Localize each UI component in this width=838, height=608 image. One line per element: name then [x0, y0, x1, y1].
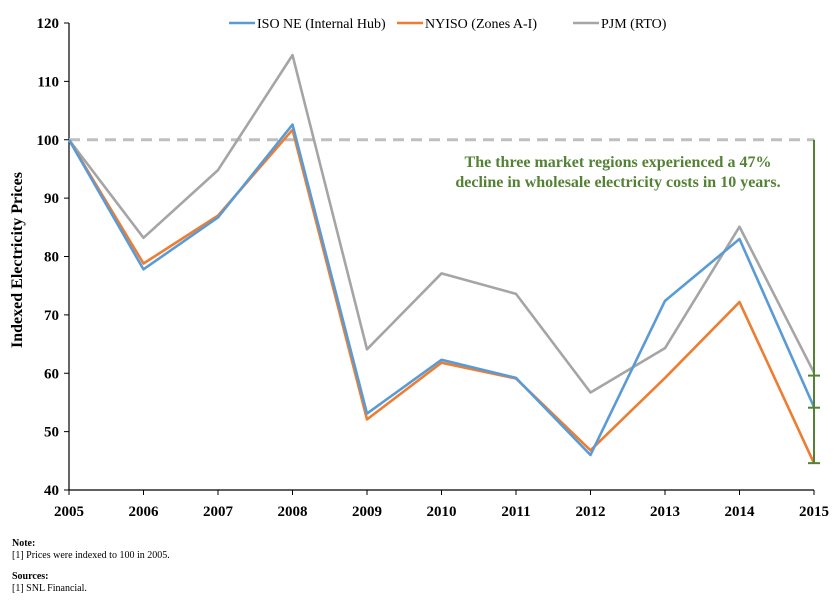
legend-label: PJM (RTO)	[601, 17, 667, 32]
x-tick-label: 2011	[501, 504, 530, 520]
y-tick-label: 80	[44, 250, 59, 266]
x-tick-label: 2014	[725, 504, 756, 520]
series-line-nyiso	[67, 128, 816, 464]
y-tick-label: 40	[44, 483, 59, 499]
series-lines	[67, 53, 816, 464]
decline-bracket	[808, 139, 820, 465]
x-tick-label: 2005	[54, 504, 84, 520]
x-tick-label: 2010	[427, 504, 457, 520]
y-axis-ticks: 40 50 60 70 80 90 100 110 120	[37, 16, 69, 499]
annotation-line-2: decline in wholesale electricity costs i…	[455, 174, 780, 191]
note-heading: Note:	[12, 538, 36, 549]
y-tick-label: 90	[44, 191, 59, 207]
y-tick-label: 110	[37, 74, 59, 90]
legend-label: ISO NE (Internal Hub)	[257, 17, 386, 32]
legend-label: NYISO (Zones A-I)	[425, 17, 537, 32]
x-axis-ticks: 2005 2006 2007 2008 2009 2010 2011 2012 2013 2014…	[54, 490, 829, 520]
x-tick-label: 2009	[352, 504, 382, 520]
footnotes: Note: [1] Prices were indexed to 100 in …	[12, 538, 170, 595]
x-tick-label: 2013	[650, 504, 680, 520]
y-tick-label: 100	[37, 133, 60, 149]
series-line-pjm	[67, 53, 816, 394]
x-tick-label: 2007	[203, 504, 234, 520]
x-tick-label: 2015	[799, 504, 829, 520]
y-tick-label: 60	[44, 366, 59, 382]
y-tick-label: 50	[44, 425, 59, 441]
sources-text: [1] SNL Financial.	[12, 583, 87, 594]
y-tick-label: 70	[44, 308, 59, 324]
sources-heading: Sources:	[12, 571, 49, 582]
x-tick-label: 2012	[576, 504, 606, 520]
y-tick-label: 120	[37, 16, 60, 32]
legend: ISO NE (Internal Hub) NYISO (Zones A-I) PJ…	[229, 17, 667, 32]
x-tick-label: 2008	[278, 504, 308, 520]
series-line-iso-ne	[67, 123, 816, 457]
y-axis-label: Indexed Electricity Prices	[9, 172, 26, 348]
annotation-line-1: The three market regions experienced a 4…	[465, 154, 772, 171]
x-tick-label: 2006	[129, 504, 160, 520]
note-text: [1] Prices were indexed to 100 in 2005.	[12, 550, 170, 561]
